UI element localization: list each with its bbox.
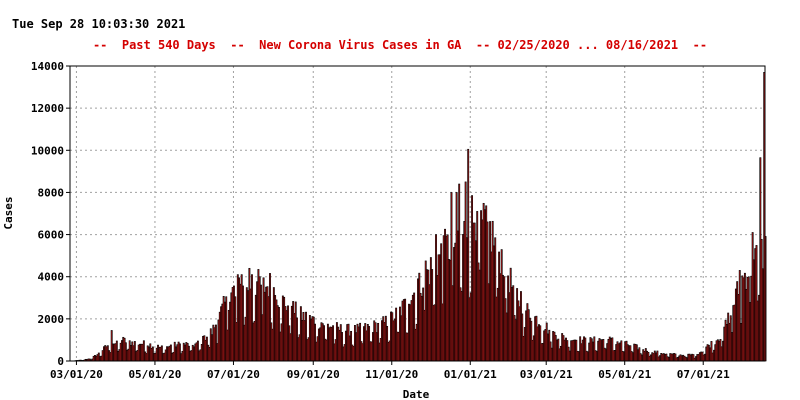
- x-axis-label: Date: [403, 388, 430, 400]
- plot-frame: [69, 65, 766, 362]
- x-tick-label: 11/01/20: [365, 368, 418, 381]
- x-tick-label: 01/01/21: [444, 368, 497, 381]
- y-tick-label: 10000: [31, 144, 64, 157]
- y-tick-label: 6000: [38, 229, 65, 242]
- x-tick-label: 05/01/20: [128, 368, 181, 381]
- y-tick-label: 14000: [31, 60, 64, 73]
- y-tick-label: 12000: [31, 102, 64, 115]
- y-tick-label: 8000: [38, 186, 65, 199]
- x-tick-label: 03/01/20: [50, 368, 103, 381]
- x-tick-label: 03/01/21: [520, 368, 573, 381]
- y-tick-label: 2000: [38, 313, 65, 326]
- x-tick-label: 05/01/21: [598, 368, 651, 381]
- y-tick-label: 0: [57, 355, 64, 368]
- y-tick-label: 4000: [38, 271, 65, 284]
- bar-series: [70, 72, 767, 362]
- y-axis-label: Cases: [2, 196, 15, 229]
- chart-title: -- Past 540 Days -- New Corona Virus Cas…: [92, 38, 708, 52]
- timestamp: Tue Sep 28 10:03:30 2021: [12, 17, 186, 31]
- x-tick-label: 09/01/20: [287, 368, 340, 381]
- x-tick-label: 07/01/20: [207, 368, 260, 381]
- x-tick-label: 07/01/21: [677, 368, 730, 381]
- axes: 0 2000 4000 6000 8000 10000 12000 14000 03/01/20…: [31, 60, 766, 381]
